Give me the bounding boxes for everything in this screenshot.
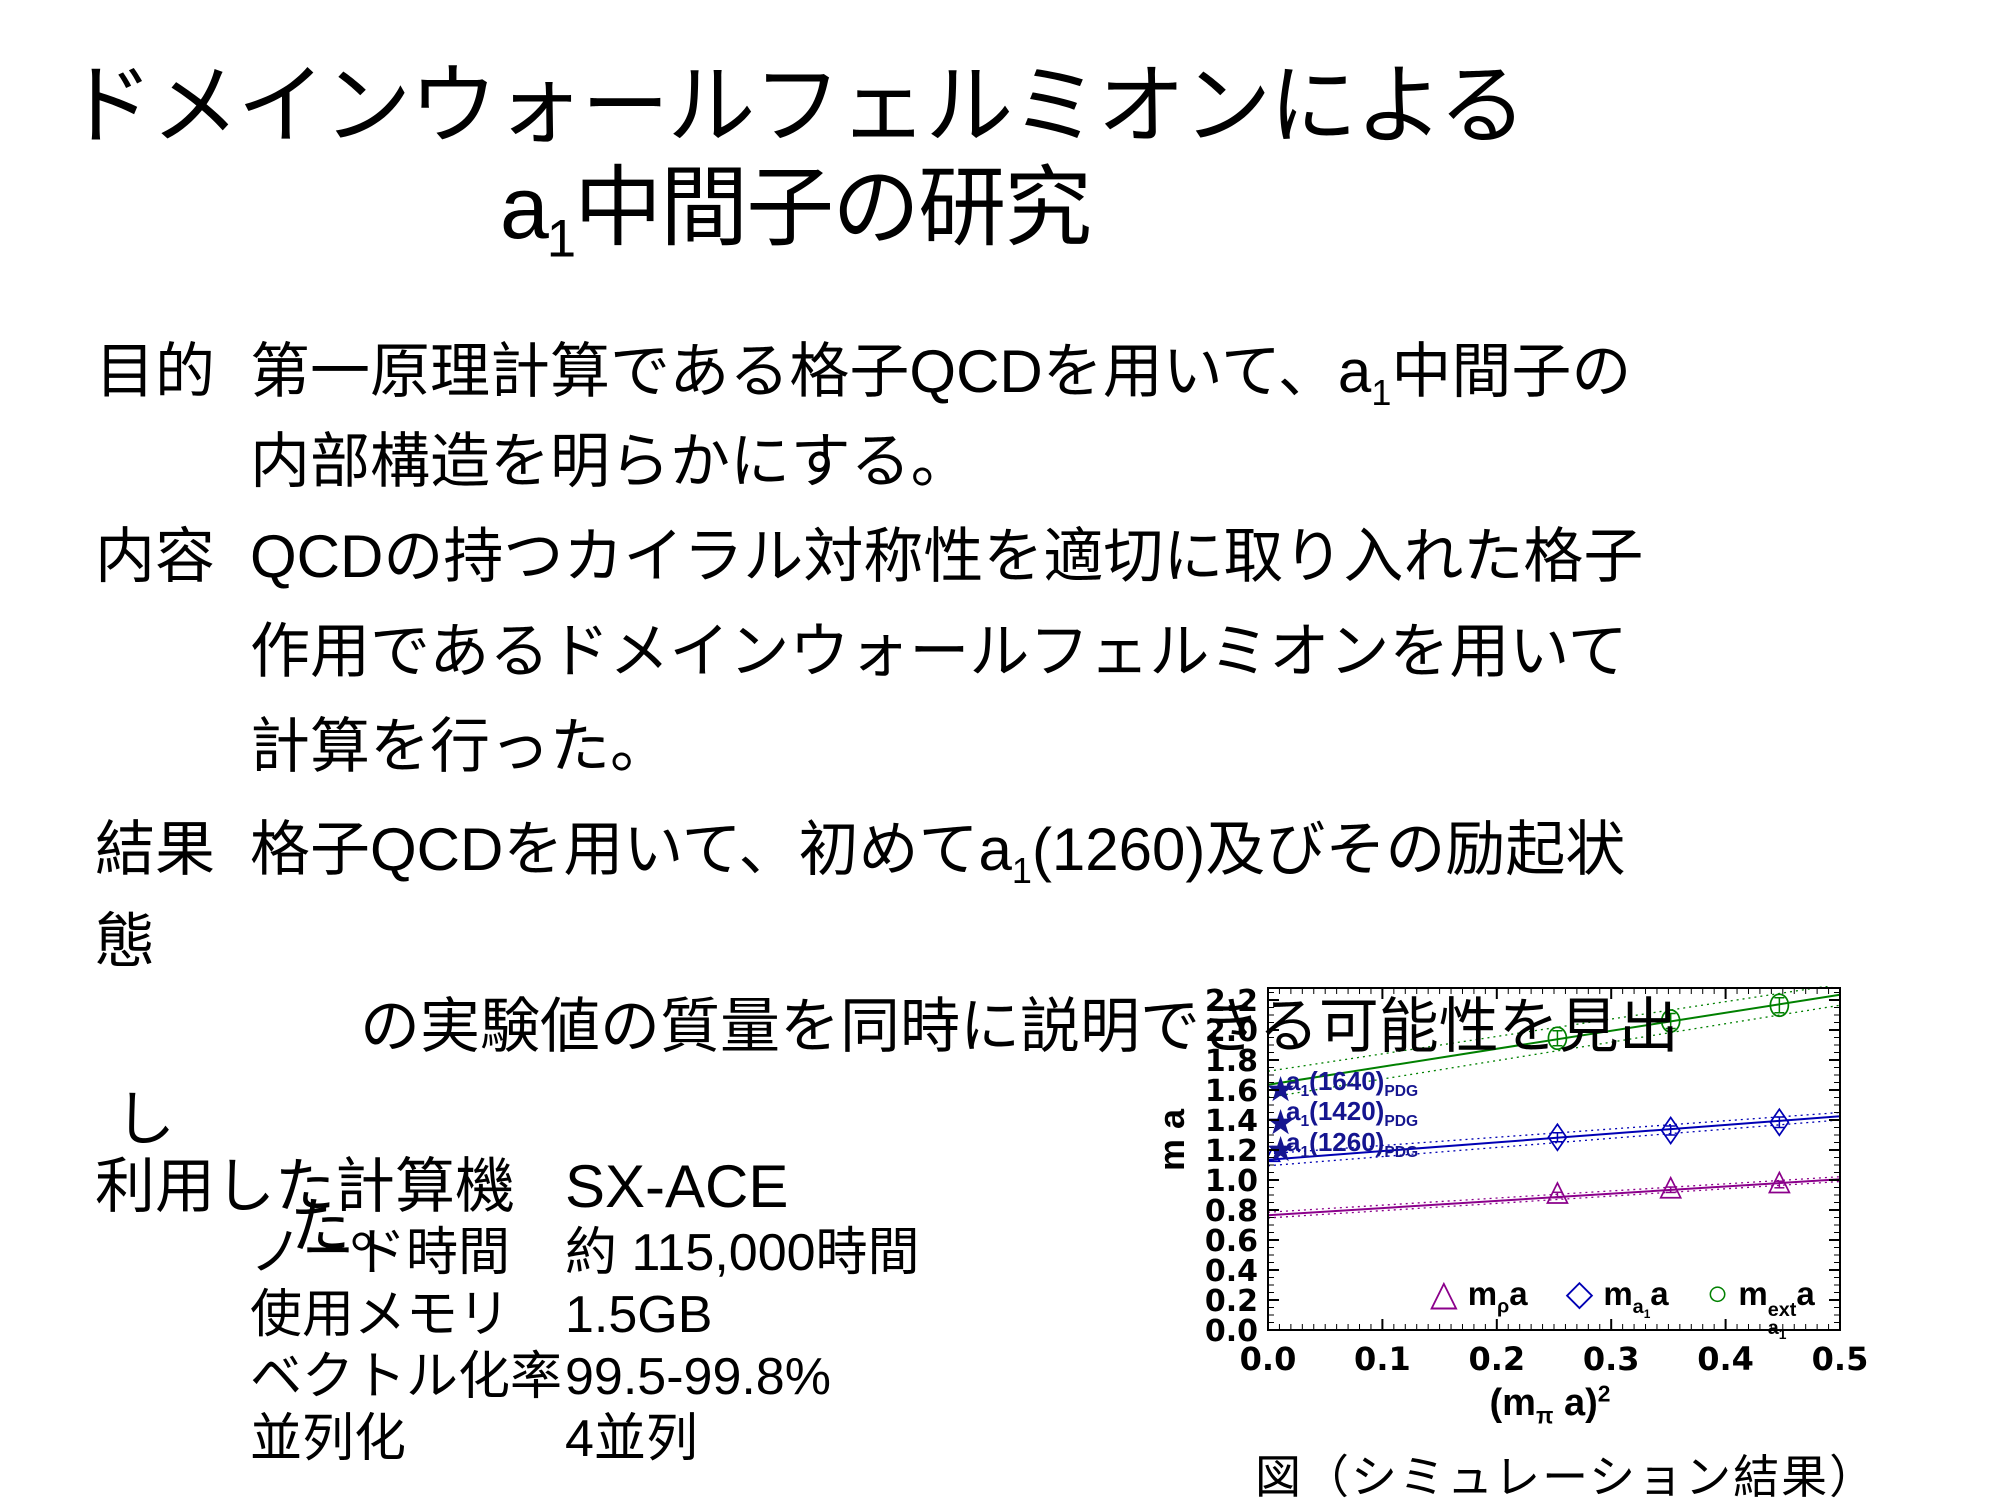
slide-title-line1: ドメインウォールフェルミオンによる — [65, 56, 1526, 155]
slide-title-line2: a1中間子の研究 — [499, 158, 1092, 269]
result-overflow-char2: し — [115, 1086, 175, 1153]
simulation-chart: 0.0 0.1 0.2 0.3 0.4 0.5 0.0 0.2 0.4 0.6 0.8 1.0 1.2 1… — [1140, 968, 1900, 1500]
spec-value-memory: 1.5GB — [565, 1286, 713, 1344]
result-overflow-char3: た。 — [290, 1193, 410, 1260]
pdg-label-a1-1260: a1(1260)PDG — [1286, 1127, 1419, 1162]
svg-text:0.8: 0.8 — [1205, 1194, 1258, 1229]
spec-label-node-hours: ノード時間 — [250, 1224, 511, 1282]
svg-text:0.6: 0.6 — [1205, 1224, 1258, 1259]
diamond-marker-icon: ◇ — [1565, 1272, 1594, 1313]
spec-value-vectorization: 99.5-99.8% — [565, 1348, 831, 1406]
svg-text:0.4: 0.4 — [1205, 1254, 1258, 1289]
method-text-line1: QCDの持つカイラル対称性を適切に取り入れた格子 — [250, 523, 1644, 590]
method-text-line2: 作用であるドメインウォールフェルミオンを用いて — [250, 618, 1628, 685]
pdg-label-a1-1420: a1(1420)PDG — [1286, 1096, 1419, 1131]
y-axis-label-text: m a — [1151, 1108, 1192, 1172]
computer-name: SX-ACE — [565, 1153, 789, 1220]
svg-text:0.1: 0.1 — [1354, 1340, 1411, 1378]
result-text-line1: 格子QCDを用いて、初めてa1(1260)及びその励起状 — [250, 816, 1626, 891]
svg-text:0.0: 0.0 — [1240, 1340, 1297, 1378]
result-text-line2: の実験値の質量を同時に説明できる可能性を見出 — [360, 993, 1679, 1060]
chart-plot-area: 0.0 0.1 0.2 0.3 0.4 0.50.00.20.40.60.81.01.21… — [1205, 984, 1869, 1378]
method-label: 内容 — [95, 523, 215, 590]
svg-text:1.4: 1.4 — [1205, 1104, 1258, 1139]
spec-label-parallelization: 並列化 — [250, 1410, 407, 1468]
figure-caption: 図（シミュレーション結果） — [1255, 1451, 1878, 1500]
spec-label-vectorization: ベクトル化率 — [250, 1348, 563, 1406]
result-label: 結果 — [95, 816, 215, 883]
chart-legend: △ mρa ◇ ma1a ○ m ext a1 a — [1430, 1272, 1815, 1342]
triangle-marker-icon: △ — [1430, 1272, 1458, 1313]
svg-text:2.2: 2.2 — [1205, 984, 1258, 1019]
chart-x-axis-label: (mπ a)2 — [1489, 1380, 1611, 1429]
svg-text:0.4: 0.4 — [1697, 1340, 1754, 1378]
method-text-line3: 計算を行った。 — [250, 713, 670, 780]
purpose-text-line2: 内部構造を明らかにする。 — [250, 428, 971, 495]
svg-text:1.0: 1.0 — [1205, 1164, 1258, 1199]
legend-item-a1: ◇ ma1a — [1565, 1272, 1669, 1321]
legend-item-rho: △ mρa — [1430, 1272, 1528, 1318]
spec-label-memory: 使用メモリ — [250, 1286, 511, 1344]
purpose-text-line1: 第一原理計算である格子QCDを用いて、a1中間子の — [250, 338, 1632, 413]
svg-text:1.6: 1.6 — [1205, 1074, 1258, 1109]
svg-text:0.2: 0.2 — [1468, 1340, 1525, 1378]
svg-text:2.0: 2.0 — [1205, 1014, 1258, 1049]
spec-value-node-hours: 約 115,000時間 — [565, 1224, 920, 1282]
computer-label: 利用した計算機 — [95, 1153, 515, 1220]
chart-y-axis-label: m a — [1151, 1080, 1192, 1200]
spec-value-parallelization: 4並列 — [565, 1410, 698, 1468]
svg-text:0.3: 0.3 — [1583, 1340, 1640, 1378]
svg-text:1.8: 1.8 — [1205, 1044, 1258, 1079]
svg-text:0.2: 0.2 — [1205, 1284, 1258, 1319]
svg-text:0.0: 0.0 — [1205, 1314, 1258, 1349]
pdg-label-a1-1640: a1(1640)PDG — [1286, 1066, 1419, 1101]
purpose-label: 目的 — [95, 338, 215, 405]
result-overflow-char1: 態 — [95, 908, 155, 975]
svg-text:0.5: 0.5 — [1812, 1340, 1869, 1378]
legend-item-a1-ext: ○ m ext a1 a — [1706, 1272, 1815, 1342]
svg-text:1.2: 1.2 — [1205, 1134, 1258, 1169]
circle-marker-icon: ○ — [1706, 1272, 1729, 1313]
